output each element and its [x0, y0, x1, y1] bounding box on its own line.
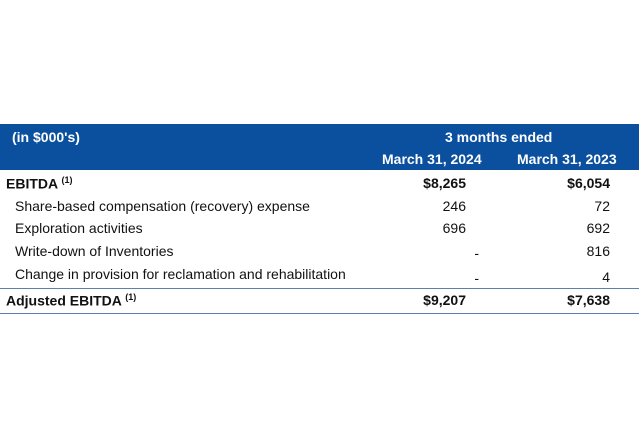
- value-2024: -: [474, 270, 479, 286]
- value-2024: $8,265: [423, 175, 466, 191]
- divider: [0, 288, 639, 289]
- footnote-marker: (1): [125, 292, 137, 302]
- table-row-ebitda: EBITDA (1) $8,265 $6,054: [0, 173, 639, 195]
- value-2024: -: [474, 245, 479, 261]
- row-label: EBITDA: [6, 175, 58, 192]
- row-label: Exploration activities: [15, 220, 143, 236]
- value-2024: $9,207: [423, 292, 466, 308]
- table-header: (in $000's) 3 months ended March 31, 202…: [0, 124, 639, 170]
- table-row: Exploration activities 696 692: [0, 218, 639, 240]
- table-row: Change in provision for reclamation and …: [0, 264, 639, 286]
- row-label: Share-based compensation (recovery) expe…: [15, 198, 310, 214]
- value-2023: 72: [594, 198, 610, 214]
- row-label: Adjusted EBITDA: [6, 292, 122, 309]
- value-2023: $7,638: [567, 292, 610, 308]
- value-2023: 692: [586, 220, 610, 236]
- table-row-adjusted-ebitda: Adjusted EBITDA (1) $9,207 $7,638: [0, 290, 639, 312]
- column-header-2023: March 31, 2023: [517, 151, 617, 167]
- value-2023: 4: [602, 269, 610, 285]
- bottom-border: [0, 313, 639, 314]
- row-label: Change in provision for reclamation and …: [15, 266, 346, 282]
- footnote-marker: (1): [61, 175, 73, 185]
- value-2024: 696: [442, 220, 466, 236]
- period-label: 3 months ended: [445, 129, 553, 145]
- table-row: Share-based compensation (recovery) expe…: [0, 196, 639, 218]
- value-2023: $6,054: [567, 175, 610, 191]
- value-2023: 816: [586, 243, 610, 259]
- value-2024: 246: [442, 198, 466, 214]
- column-header-2024: March 31, 2024: [382, 151, 482, 167]
- table-row: Write-down of Inventories - 816: [0, 241, 639, 263]
- units-label: (in $000's): [12, 129, 80, 145]
- row-label: Write-down of Inventories: [15, 243, 174, 259]
